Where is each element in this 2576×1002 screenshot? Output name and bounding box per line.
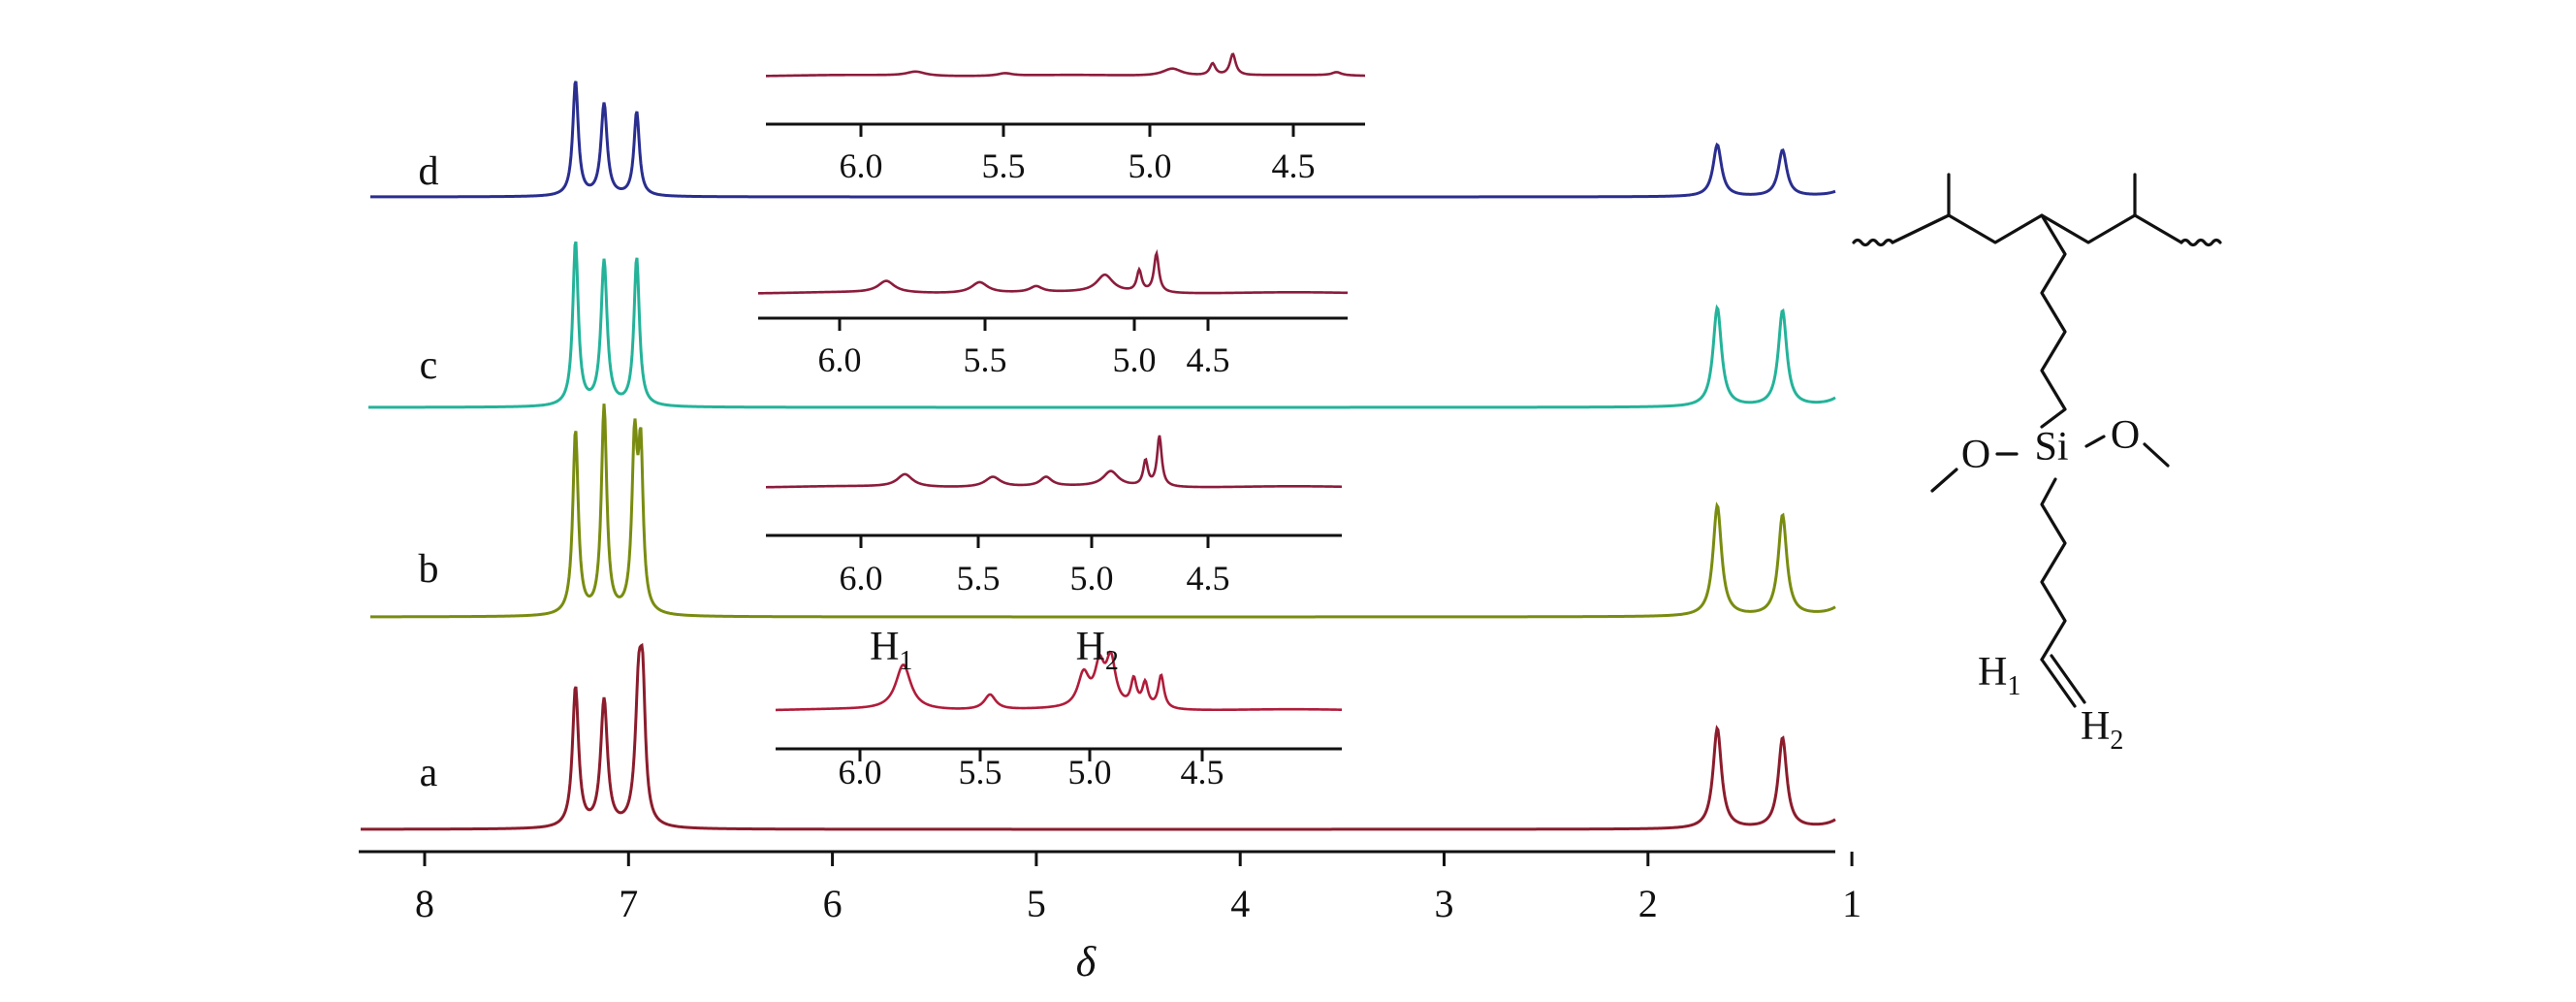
inset-d: 6.0 5.5 5.0 4.5 xyxy=(765,52,1366,185)
inset-tick-label: 5.0 xyxy=(1068,753,1112,792)
x-tick-label: 5 xyxy=(1027,882,1046,925)
inset-annotation-h2: H2 xyxy=(1076,625,1119,676)
si-o-right-bond xyxy=(2084,435,2106,448)
chemical-structure xyxy=(1852,173,2222,708)
inset-tick-label: 4.5 xyxy=(1272,146,1316,185)
inset-tick-label: 6.0 xyxy=(839,753,882,792)
inset-tick-label: 5.5 xyxy=(982,146,1026,185)
inset-c: 6.0 5.5 5.0 4.5 xyxy=(757,248,1349,379)
inset-tick-label: 5.0 xyxy=(1113,340,1157,379)
backbone-chain xyxy=(1891,213,2183,244)
structure-labels: O Si O H1 H2 xyxy=(1961,413,2140,756)
series-label-d: d xyxy=(419,149,439,194)
x-tick-label: 4 xyxy=(1230,882,1250,925)
x-axis-label: δ xyxy=(1076,938,1097,986)
spectrum-line-b xyxy=(370,404,1836,619)
inset-tick-label: 5.0 xyxy=(1070,559,1114,598)
inset-tick-label: 5.5 xyxy=(959,753,1002,792)
inset-annotation-h1: H1 xyxy=(870,625,912,676)
inset-tick-label: 6.0 xyxy=(840,559,883,598)
inset-tick-label: 5.5 xyxy=(964,340,1007,379)
inset-tick-label: 5.5 xyxy=(957,559,1001,598)
o-methyl-left xyxy=(1930,468,1958,493)
backbone-wavy-left xyxy=(1852,238,1894,247)
side-chain-lower xyxy=(2040,477,2067,662)
inset-tick-label: 6.0 xyxy=(840,146,883,185)
side-chain-upper xyxy=(2040,213,2067,429)
atom-si: Si xyxy=(2034,425,2068,469)
x-axis: 8 7 6 5 4 3 2 1 δ xyxy=(359,850,1861,986)
backbone-wavy-right xyxy=(2179,238,2222,247)
inset-line-d xyxy=(765,52,1366,78)
atom-o-left: O xyxy=(1961,433,1990,477)
spectrum-line-d xyxy=(370,81,1836,199)
inset-line-a xyxy=(775,650,1343,712)
series-label-c: c xyxy=(420,343,438,388)
series-label-b: b xyxy=(419,547,439,592)
label-h1: H1 xyxy=(1978,650,2020,701)
inset-line-b xyxy=(765,435,1343,489)
inset-tick-label: 6.0 xyxy=(818,340,862,379)
x-tick-label: 3 xyxy=(1435,882,1454,925)
inset-a: 6.0 5.5 5.0 4.5 H1 H2 xyxy=(775,625,1343,792)
inset-tick-label: 5.0 xyxy=(1129,146,1172,185)
insets-group: 6.0 5.5 5.0 4.5 H1 H2 6.0 5.5 5.0 4.5 6.0 5.5 5.0 4.5… xyxy=(757,52,1366,792)
inset-line-c xyxy=(757,248,1349,295)
inset-tick-label: 4.5 xyxy=(1181,753,1224,792)
x-tick-label: 7 xyxy=(619,882,638,925)
x-tick-label: 1 xyxy=(1842,882,1861,925)
atom-o-right: O xyxy=(2111,413,2140,458)
o-methyl-right xyxy=(2143,442,2170,468)
x-ticks: 8 7 6 5 4 3 2 1 xyxy=(415,852,1861,925)
spectrum-line-c xyxy=(368,241,1836,409)
inset-tick-label: 4.5 xyxy=(1187,559,1230,598)
vinyl-bond-2 xyxy=(2050,654,2086,704)
inset-tick-label: 4.5 xyxy=(1187,340,1230,379)
x-tick-label: 8 xyxy=(415,882,434,925)
inset-b: 6.0 5.5 5.0 4.5 xyxy=(765,435,1343,598)
spectra-group: a b c d xyxy=(361,81,1836,831)
spectrum-line-a xyxy=(361,642,1836,831)
x-tick-label: 6 xyxy=(823,882,843,925)
label-h2: H2 xyxy=(2081,704,2123,756)
vinyl-bond-1 xyxy=(2040,658,2077,708)
x-tick-label: 2 xyxy=(1638,882,1658,925)
series-label-a: a xyxy=(420,751,438,795)
